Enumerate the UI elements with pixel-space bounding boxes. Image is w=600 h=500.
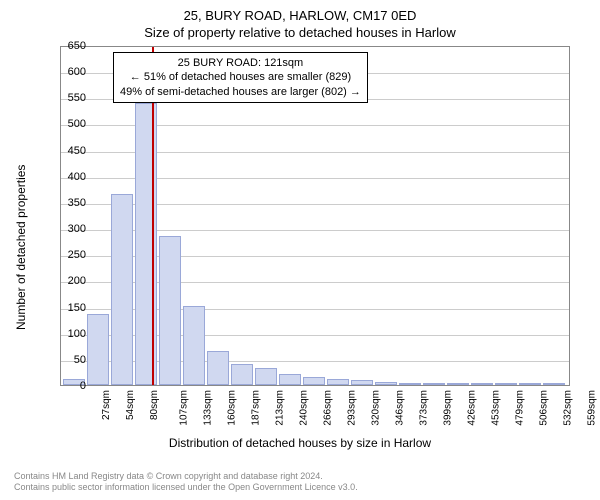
x-tick-label: 559sqm — [587, 390, 598, 426]
y-tick-label: 300 — [56, 223, 86, 235]
footer-line-2: Contains public sector information licen… — [14, 482, 358, 494]
histogram-bar — [327, 379, 349, 385]
y-axis-label: Number of detached properties — [14, 165, 28, 330]
histogram-bar — [111, 194, 133, 385]
y-tick-label: 400 — [56, 171, 86, 183]
x-tick-label: 532sqm — [563, 390, 574, 426]
annotation-line: 49% of semi-detached houses are larger (… — [120, 85, 361, 99]
y-tick-label: 650 — [56, 40, 86, 52]
x-tick-label: 373sqm — [419, 390, 430, 426]
x-tick-label: 506sqm — [539, 390, 550, 426]
histogram-bar — [87, 314, 109, 385]
title-block: 25, BURY ROAD, HARLOW, CM17 0ED Size of … — [0, 0, 600, 40]
annotation-line: ← 51% of detached houses are smaller (82… — [120, 70, 361, 84]
histogram-bar — [495, 383, 517, 385]
histogram-bar — [231, 364, 253, 385]
x-tick-label: 320sqm — [371, 390, 382, 426]
histogram-bar — [159, 236, 181, 385]
main-title: 25, BURY ROAD, HARLOW, CM17 0ED — [0, 8, 600, 23]
y-tick-label: 150 — [56, 302, 86, 314]
histogram-bar — [351, 380, 373, 385]
y-tick-label: 100 — [56, 328, 86, 340]
x-tick-label: 453sqm — [491, 390, 502, 426]
x-tick-label: 107sqm — [179, 390, 190, 426]
histogram-bar — [543, 383, 565, 385]
x-tick-label: 54sqm — [125, 390, 136, 420]
x-tick-label: 240sqm — [299, 390, 310, 426]
y-tick-label: 0 — [56, 380, 86, 392]
footer-attribution: Contains HM Land Registry data © Crown c… — [14, 471, 358, 494]
annotation-box: 25 BURY ROAD: 121sqm← 51% of detached ho… — [113, 52, 368, 103]
x-tick-label: 160sqm — [227, 390, 238, 426]
x-tick-label: 479sqm — [515, 390, 526, 426]
x-tick-label: 187sqm — [251, 390, 262, 426]
x-tick-label: 266sqm — [323, 390, 334, 426]
x-tick-label: 213sqm — [275, 390, 286, 426]
histogram-bar — [519, 383, 541, 385]
histogram-chart: 25 BURY ROAD: 121sqm← 51% of detached ho… — [60, 46, 570, 386]
y-tick-label: 250 — [56, 249, 86, 261]
x-tick-label: 346sqm — [395, 390, 406, 426]
y-tick-label: 550 — [56, 92, 86, 104]
histogram-bar — [447, 383, 469, 385]
y-tick-label: 200 — [56, 275, 86, 287]
x-tick-label: 293sqm — [347, 390, 358, 426]
histogram-bar — [375, 382, 397, 385]
histogram-bar — [183, 306, 205, 386]
x-tick-label: 80sqm — [149, 390, 160, 420]
sub-title: Size of property relative to detached ho… — [0, 25, 600, 40]
histogram-bar — [303, 377, 325, 385]
histogram-bar — [255, 368, 277, 385]
y-tick-label: 350 — [56, 197, 86, 209]
histogram-bar — [423, 383, 445, 385]
histogram-bar — [279, 374, 301, 386]
x-axis-label: Distribution of detached houses by size … — [0, 436, 600, 450]
y-tick-label: 450 — [56, 145, 86, 157]
histogram-bar — [399, 383, 421, 385]
histogram-bar — [207, 351, 229, 385]
y-tick-label: 600 — [56, 66, 86, 78]
x-tick-label: 399sqm — [443, 390, 454, 426]
histogram-bar — [471, 383, 493, 385]
footer-line-1: Contains HM Land Registry data © Crown c… — [14, 471, 358, 483]
x-tick-label: 27sqm — [101, 390, 112, 420]
y-tick-label: 500 — [56, 118, 86, 130]
annotation-line: 25 BURY ROAD: 121sqm — [120, 56, 361, 70]
y-tick-label: 50 — [56, 354, 86, 366]
x-tick-label: 426sqm — [467, 390, 478, 426]
x-tick-label: 133sqm — [203, 390, 214, 426]
